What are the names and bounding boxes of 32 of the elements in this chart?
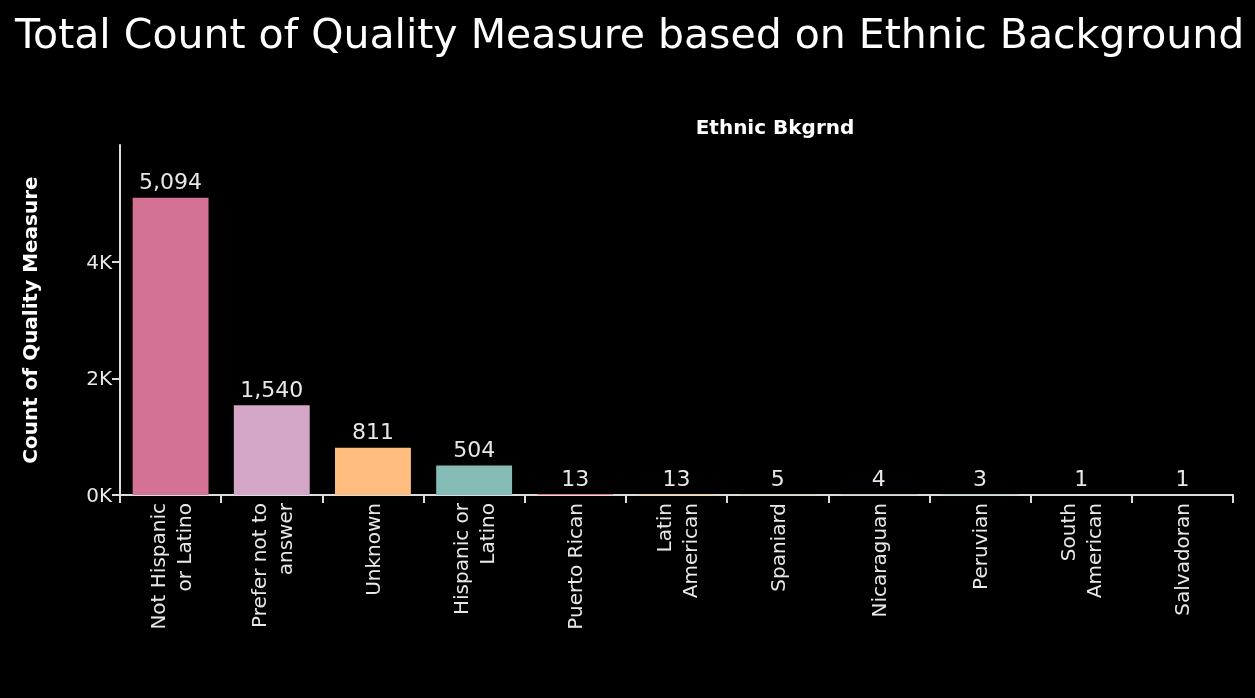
x-tick-label: Spaniard: [765, 503, 790, 592]
x-tick-label: Latin American: [651, 503, 702, 599]
x-tick-label: Not Hispanic or Latino: [145, 503, 196, 630]
x-tick-label: Puerto Rican: [563, 503, 588, 630]
bar: [233, 405, 310, 495]
y-axis-title: Count of Quality Measure: [18, 176, 42, 464]
y-tick-label: 0K: [86, 483, 113, 507]
data-label: 1: [1175, 466, 1190, 492]
bar: [132, 197, 209, 495]
x-tick-label: Hispanic or Latino: [449, 502, 500, 616]
data-label: 3: [973, 466, 988, 492]
y-tick-label: 2K: [86, 366, 113, 391]
bar: [335, 447, 411, 495]
x-tick-label: Unknown: [360, 503, 385, 596]
data-label: 504: [453, 437, 496, 463]
data-label: 5: [770, 466, 785, 492]
data-label: 13: [561, 465, 590, 491]
x-tick-label: Prefer not to answer: [246, 502, 297, 628]
bar: [436, 465, 513, 495]
x-tick-label: Nicaraguan: [866, 503, 891, 618]
x-axis-title: Ethnic Bkgrnd: [695, 115, 855, 139]
data-label: 4: [871, 466, 886, 492]
chart-title: Total Count of Quality Measure based on Ethnic Background: [14, 9, 1245, 58]
y-tick-label: 4K: [86, 249, 113, 274]
data-label: 13: [662, 465, 691, 491]
data-label: 5,094: [139, 169, 203, 195]
data-label: 1: [1074, 466, 1089, 492]
x-tick-label: Peruvian: [968, 503, 993, 590]
x-tick-label: South American: [1056, 503, 1107, 599]
data-label: 811: [351, 419, 394, 445]
x-tick-label: Salvadoran: [1170, 503, 1195, 616]
data-label: 1,540: [240, 376, 304, 402]
